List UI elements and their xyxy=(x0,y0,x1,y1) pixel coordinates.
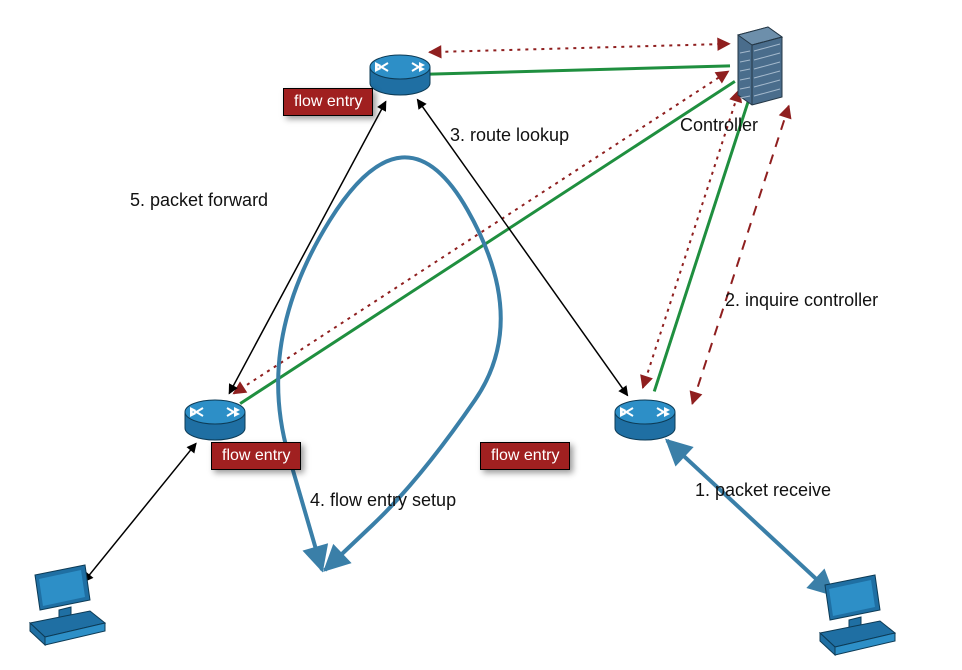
controller_label: Controller xyxy=(680,115,758,136)
step4: 4. flow entry setup xyxy=(310,490,456,511)
computer-icon xyxy=(820,575,895,655)
server-icon xyxy=(738,27,782,105)
flow-entry-badge: flow entry xyxy=(211,442,301,470)
step2: 2. inquire controller xyxy=(725,290,878,311)
router-icon xyxy=(185,400,245,440)
step3: 3. route lookup xyxy=(450,125,569,146)
network-diagram xyxy=(0,0,962,670)
computer-icon xyxy=(30,565,105,645)
flow-entry-badge: flow entry xyxy=(480,442,570,470)
nodes xyxy=(30,27,895,655)
router-icon xyxy=(615,400,675,440)
step5: 5. packet forward xyxy=(130,190,268,211)
router-icon xyxy=(370,55,430,95)
flow-entry-badge: flow entry xyxy=(283,88,373,116)
step1: 1. packet receive xyxy=(695,480,831,501)
